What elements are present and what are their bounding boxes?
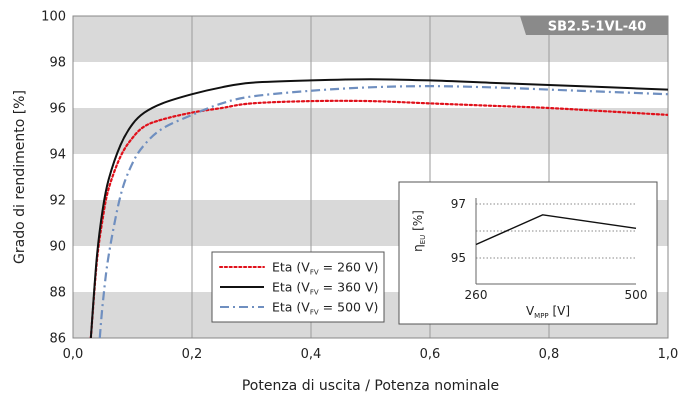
inset-chart: 95 97 260 500 VMPP [V] ηEU [%] (398, 181, 658, 325)
model-badge-label: SB2.5-1VL-40 (548, 20, 647, 35)
legend: Eta (VFV = 260 V) Eta (VFV = 360 V) Eta (V… (211, 251, 385, 323)
series-line-1 (89, 99, 668, 338)
series-line-2 (89, 78, 668, 338)
legend-label-2: Eta (VFV = 360 V) (272, 280, 378, 297)
y-tick-label: 86 (49, 332, 66, 347)
x-tick-label: 1,0 (658, 347, 679, 362)
inset-box (398, 181, 658, 325)
x-tick-label: 0,8 (539, 347, 560, 362)
series-lines (89, 78, 668, 338)
x-tick-label: 0,4 (301, 347, 322, 362)
y-tick-label: 100 (41, 10, 66, 25)
background-band (73, 108, 668, 154)
x-axis-label: Potenza di uscita / Potenza nominale (242, 378, 499, 394)
inset-x-tick-label: 500 (625, 288, 648, 302)
y-tick-label: 98 (49, 56, 66, 71)
y-tick-label: 88 (49, 286, 66, 301)
y-tick-label: 94 (49, 148, 66, 163)
inset-y-tick-label: 97 (451, 197, 466, 211)
x-tick-label: 0,2 (182, 347, 203, 362)
x-tick-labels: 0,0 0,2 0,4 0,6 0,8 1,0 (63, 347, 679, 362)
y-tick-label: 90 (49, 240, 66, 255)
x-tick-label: 0,6 (420, 347, 441, 362)
y-tick-labels: 86 88 90 92 94 96 98 100 (41, 10, 66, 347)
inset-y-tick-label: 95 (451, 251, 466, 265)
inset-x-axis-label: VMPP [V] (526, 304, 570, 320)
y-tick-label: 92 (49, 194, 66, 209)
inset-x-tick-label: 260 (465, 288, 488, 302)
x-tick-label: 0,0 (63, 347, 84, 362)
legend-label-1: Eta (VFV = 260 V) (272, 260, 378, 277)
y-tick-label: 96 (49, 102, 66, 117)
plot-frame (72, 15, 669, 339)
legend-label-3: Eta (VFV = 500 V) (272, 300, 378, 317)
inset-y-axis-label: ηEU [%] (411, 210, 427, 252)
model-badge: SB2.5-1VL-40 (520, 16, 668, 35)
inset-series-line (475, 214, 637, 246)
series-line-3 (98, 85, 668, 338)
y-axis-label: Grado di rendimento [%] (12, 90, 28, 264)
model-badge-background (520, 16, 668, 35)
